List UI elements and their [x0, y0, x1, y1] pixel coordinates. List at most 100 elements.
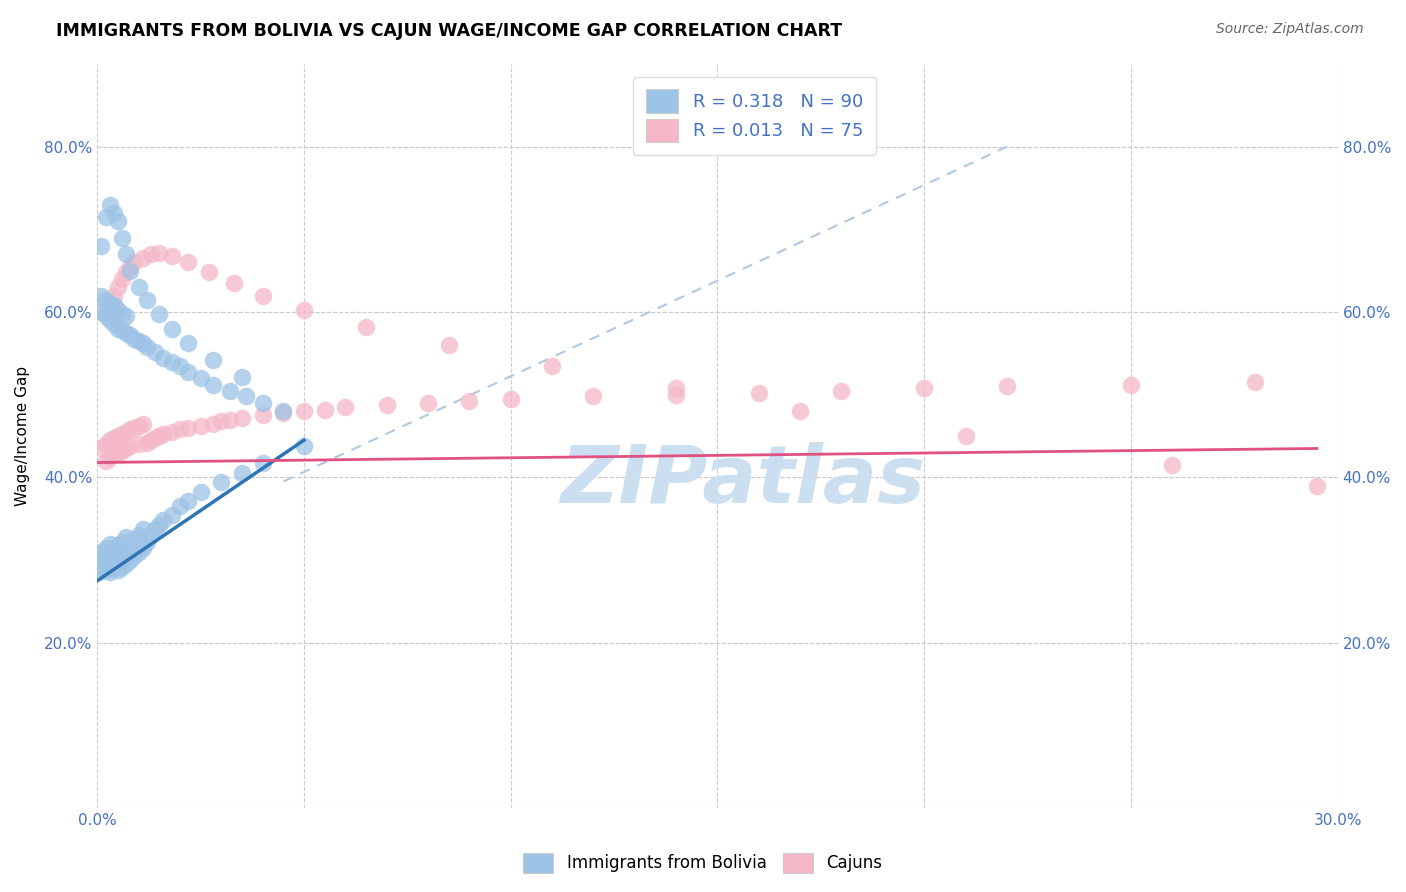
- Point: [107, 429, 129, 443]
- Point: [271, 406, 294, 420]
- Point: [499, 392, 522, 406]
- Point: [94, 437, 117, 451]
- Point: [107, 553, 129, 567]
- Point: [160, 354, 183, 368]
- Point: [120, 260, 142, 274]
- Point: [292, 439, 315, 453]
- Point: [90, 305, 112, 319]
- Point: [120, 422, 142, 436]
- Point: [252, 456, 274, 470]
- Point: [98, 297, 121, 311]
- Point: [231, 369, 253, 384]
- Point: [107, 563, 129, 577]
- Point: [169, 422, 191, 436]
- Point: [111, 534, 134, 549]
- Point: [912, 381, 935, 395]
- Point: [124, 421, 146, 435]
- Point: [1244, 376, 1267, 390]
- Point: [115, 558, 138, 572]
- Point: [209, 414, 232, 428]
- Point: [115, 326, 138, 340]
- Point: [252, 409, 274, 423]
- Point: [115, 530, 138, 544]
- Point: [148, 307, 170, 321]
- Point: [115, 265, 138, 279]
- Point: [107, 280, 129, 294]
- Point: [124, 332, 146, 346]
- Point: [98, 313, 121, 327]
- Point: [292, 404, 315, 418]
- Point: [231, 467, 253, 481]
- Point: [103, 447, 125, 461]
- Point: [128, 437, 150, 451]
- Point: [128, 280, 150, 294]
- Point: [190, 419, 212, 434]
- Point: [177, 255, 200, 269]
- Point: [94, 549, 117, 563]
- Point: [1306, 478, 1329, 492]
- Point: [103, 318, 125, 332]
- Point: [235, 389, 257, 403]
- Point: [128, 334, 150, 348]
- Point: [115, 425, 138, 439]
- Point: [120, 439, 142, 453]
- Point: [120, 328, 142, 343]
- Point: [148, 245, 170, 260]
- Point: [218, 412, 240, 426]
- Point: [120, 538, 142, 552]
- Point: [111, 549, 134, 563]
- Point: [107, 445, 129, 459]
- Point: [94, 558, 117, 572]
- Point: [94, 541, 117, 555]
- Point: [132, 252, 155, 266]
- Point: [152, 351, 174, 365]
- Point: [107, 303, 129, 318]
- Point: [152, 513, 174, 527]
- Point: [139, 434, 162, 448]
- Point: [107, 321, 129, 335]
- Point: [98, 434, 121, 448]
- Point: [665, 388, 688, 402]
- Point: [665, 381, 688, 395]
- Point: [111, 272, 134, 286]
- Point: [120, 553, 142, 567]
- Point: [177, 365, 200, 379]
- Point: [190, 371, 212, 385]
- Point: [152, 427, 174, 442]
- Point: [89, 566, 111, 580]
- Point: [202, 353, 225, 368]
- Point: [98, 197, 121, 211]
- Point: [132, 522, 155, 536]
- Point: [169, 359, 191, 373]
- Point: [1161, 458, 1184, 472]
- Point: [94, 563, 117, 577]
- Point: [335, 400, 357, 414]
- Point: [111, 427, 134, 442]
- Point: [139, 528, 162, 542]
- Point: [128, 528, 150, 542]
- Text: ZIPatlas: ZIPatlas: [560, 442, 925, 520]
- Point: [148, 518, 170, 533]
- Point: [143, 431, 166, 445]
- Y-axis label: Wage/Income Gap: Wage/Income Gap: [15, 366, 30, 506]
- Point: [115, 247, 138, 261]
- Point: [103, 561, 125, 575]
- Point: [748, 386, 770, 401]
- Point: [124, 533, 146, 547]
- Point: [90, 545, 112, 559]
- Point: [582, 389, 605, 403]
- Point: [202, 417, 225, 431]
- Point: [160, 425, 183, 439]
- Point: [98, 566, 121, 580]
- Point: [98, 450, 121, 464]
- Point: [98, 558, 121, 572]
- Point: [202, 377, 225, 392]
- Point: [132, 541, 155, 555]
- Point: [354, 320, 377, 334]
- Text: IMMIGRANTS FROM BOLIVIA VS CAJUN WAGE/INCOME GAP CORRELATION CHART: IMMIGRANTS FROM BOLIVIA VS CAJUN WAGE/IN…: [56, 22, 842, 40]
- Point: [995, 379, 1018, 393]
- Point: [231, 410, 253, 425]
- Point: [111, 307, 134, 321]
- Point: [222, 276, 245, 290]
- Point: [314, 402, 336, 417]
